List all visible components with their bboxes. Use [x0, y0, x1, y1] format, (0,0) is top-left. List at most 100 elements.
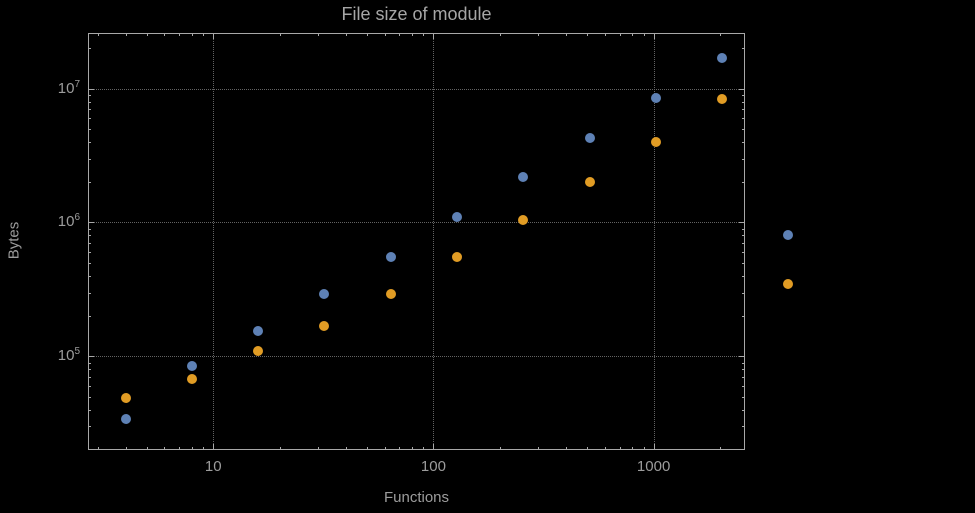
y-minor-tick	[742, 235, 745, 237]
y-minor-tick	[742, 316, 745, 318]
x-gridline	[213, 33, 215, 450]
x-major-tick	[433, 33, 435, 39]
y-minor-tick	[742, 101, 745, 103]
data-point	[518, 171, 529, 182]
x-major-tick	[433, 444, 435, 450]
y-minor-tick	[88, 182, 91, 184]
x-minor-tick	[203, 447, 205, 450]
y-minor-tick	[88, 369, 91, 371]
y-minor-tick	[88, 386, 91, 388]
x-minor-tick	[164, 33, 166, 36]
x-minor-tick	[191, 33, 193, 36]
x-minor-tick	[98, 447, 100, 450]
x-minor-tick	[279, 447, 281, 450]
y-minor-tick	[88, 243, 91, 245]
x-minor-tick	[587, 447, 589, 450]
y-major-tick	[88, 88, 94, 90]
x-minor-tick	[146, 447, 148, 450]
y-minor-tick	[742, 141, 745, 143]
y-minor-tick	[742, 369, 745, 371]
y-minor-tick	[742, 377, 745, 379]
data-point	[186, 373, 197, 384]
y-minor-tick	[88, 101, 91, 103]
x-tick-label: 100	[420, 458, 446, 475]
grid-layer	[88, 33, 745, 450]
x-minor-tick	[203, 33, 205, 36]
x-minor-tick	[125, 33, 127, 36]
x-minor-tick	[632, 33, 634, 36]
y-minor-tick	[742, 48, 745, 50]
data-point	[120, 392, 131, 403]
x-minor-tick	[125, 447, 127, 450]
y-minor-tick	[88, 118, 91, 120]
y-minor-tick	[88, 48, 91, 50]
x-minor-tick	[179, 447, 181, 450]
y-minor-tick	[742, 252, 745, 254]
x-minor-tick	[164, 447, 166, 450]
data-point	[518, 214, 529, 225]
x-gridline	[653, 33, 655, 450]
x-minor-tick	[279, 33, 281, 36]
data-point	[385, 289, 396, 300]
x-minor-tick	[399, 447, 401, 450]
y-minor-tick	[742, 426, 745, 428]
y-minor-tick	[88, 235, 91, 237]
data-point	[650, 136, 661, 147]
x-major-tick	[213, 444, 215, 450]
x-minor-tick	[146, 33, 148, 36]
y-major-tick	[739, 356, 745, 358]
y-minor-tick	[88, 396, 91, 398]
x-minor-tick	[318, 447, 320, 450]
x-minor-tick	[412, 447, 414, 450]
x-minor-tick	[423, 447, 425, 450]
data-point	[120, 414, 131, 425]
data-point	[584, 132, 595, 143]
x-gridline	[433, 33, 435, 450]
data-point	[783, 278, 794, 289]
x-minor-tick	[604, 33, 606, 36]
y-gridline	[88, 356, 745, 358]
x-minor-tick	[499, 33, 501, 36]
y-minor-tick	[88, 158, 91, 160]
y-tick-label: 105	[57, 346, 80, 365]
data-point	[584, 177, 595, 188]
y-minor-tick	[742, 262, 745, 264]
y-minor-tick	[88, 128, 91, 130]
y-minor-tick	[88, 292, 91, 294]
x-major-tick	[213, 33, 215, 39]
x-minor-tick	[587, 33, 589, 36]
y-minor-tick	[742, 109, 745, 111]
data-point	[452, 252, 463, 263]
y-minor-tick	[88, 109, 91, 111]
y-minor-tick	[742, 409, 745, 411]
y-minor-tick	[742, 182, 745, 184]
y-major-tick	[88, 222, 94, 224]
y-minor-tick	[88, 426, 91, 428]
y-tick-label: 106	[57, 212, 80, 231]
x-minor-tick	[384, 447, 386, 450]
y-gridline	[88, 88, 745, 90]
x-major-tick	[653, 33, 655, 39]
y-minor-tick	[742, 386, 745, 388]
y-minor-tick	[742, 128, 745, 130]
data-point	[717, 94, 728, 105]
x-minor-tick	[179, 33, 181, 36]
x-minor-tick	[719, 447, 721, 450]
data-point	[319, 320, 330, 331]
x-minor-tick	[367, 447, 369, 450]
data-point	[452, 211, 463, 222]
data-point	[650, 93, 661, 104]
x-minor-tick	[399, 33, 401, 36]
y-minor-tick	[88, 362, 91, 364]
data-point	[717, 52, 728, 63]
y-minor-tick	[88, 94, 91, 96]
x-minor-tick	[619, 447, 621, 450]
y-minor-tick	[742, 275, 745, 277]
y-minor-tick	[88, 141, 91, 143]
x-minor-tick	[632, 447, 634, 450]
x-major-tick	[653, 444, 655, 450]
x-minor-tick	[643, 447, 645, 450]
y-tick-label: 107	[57, 78, 80, 97]
y-minor-tick	[742, 362, 745, 364]
